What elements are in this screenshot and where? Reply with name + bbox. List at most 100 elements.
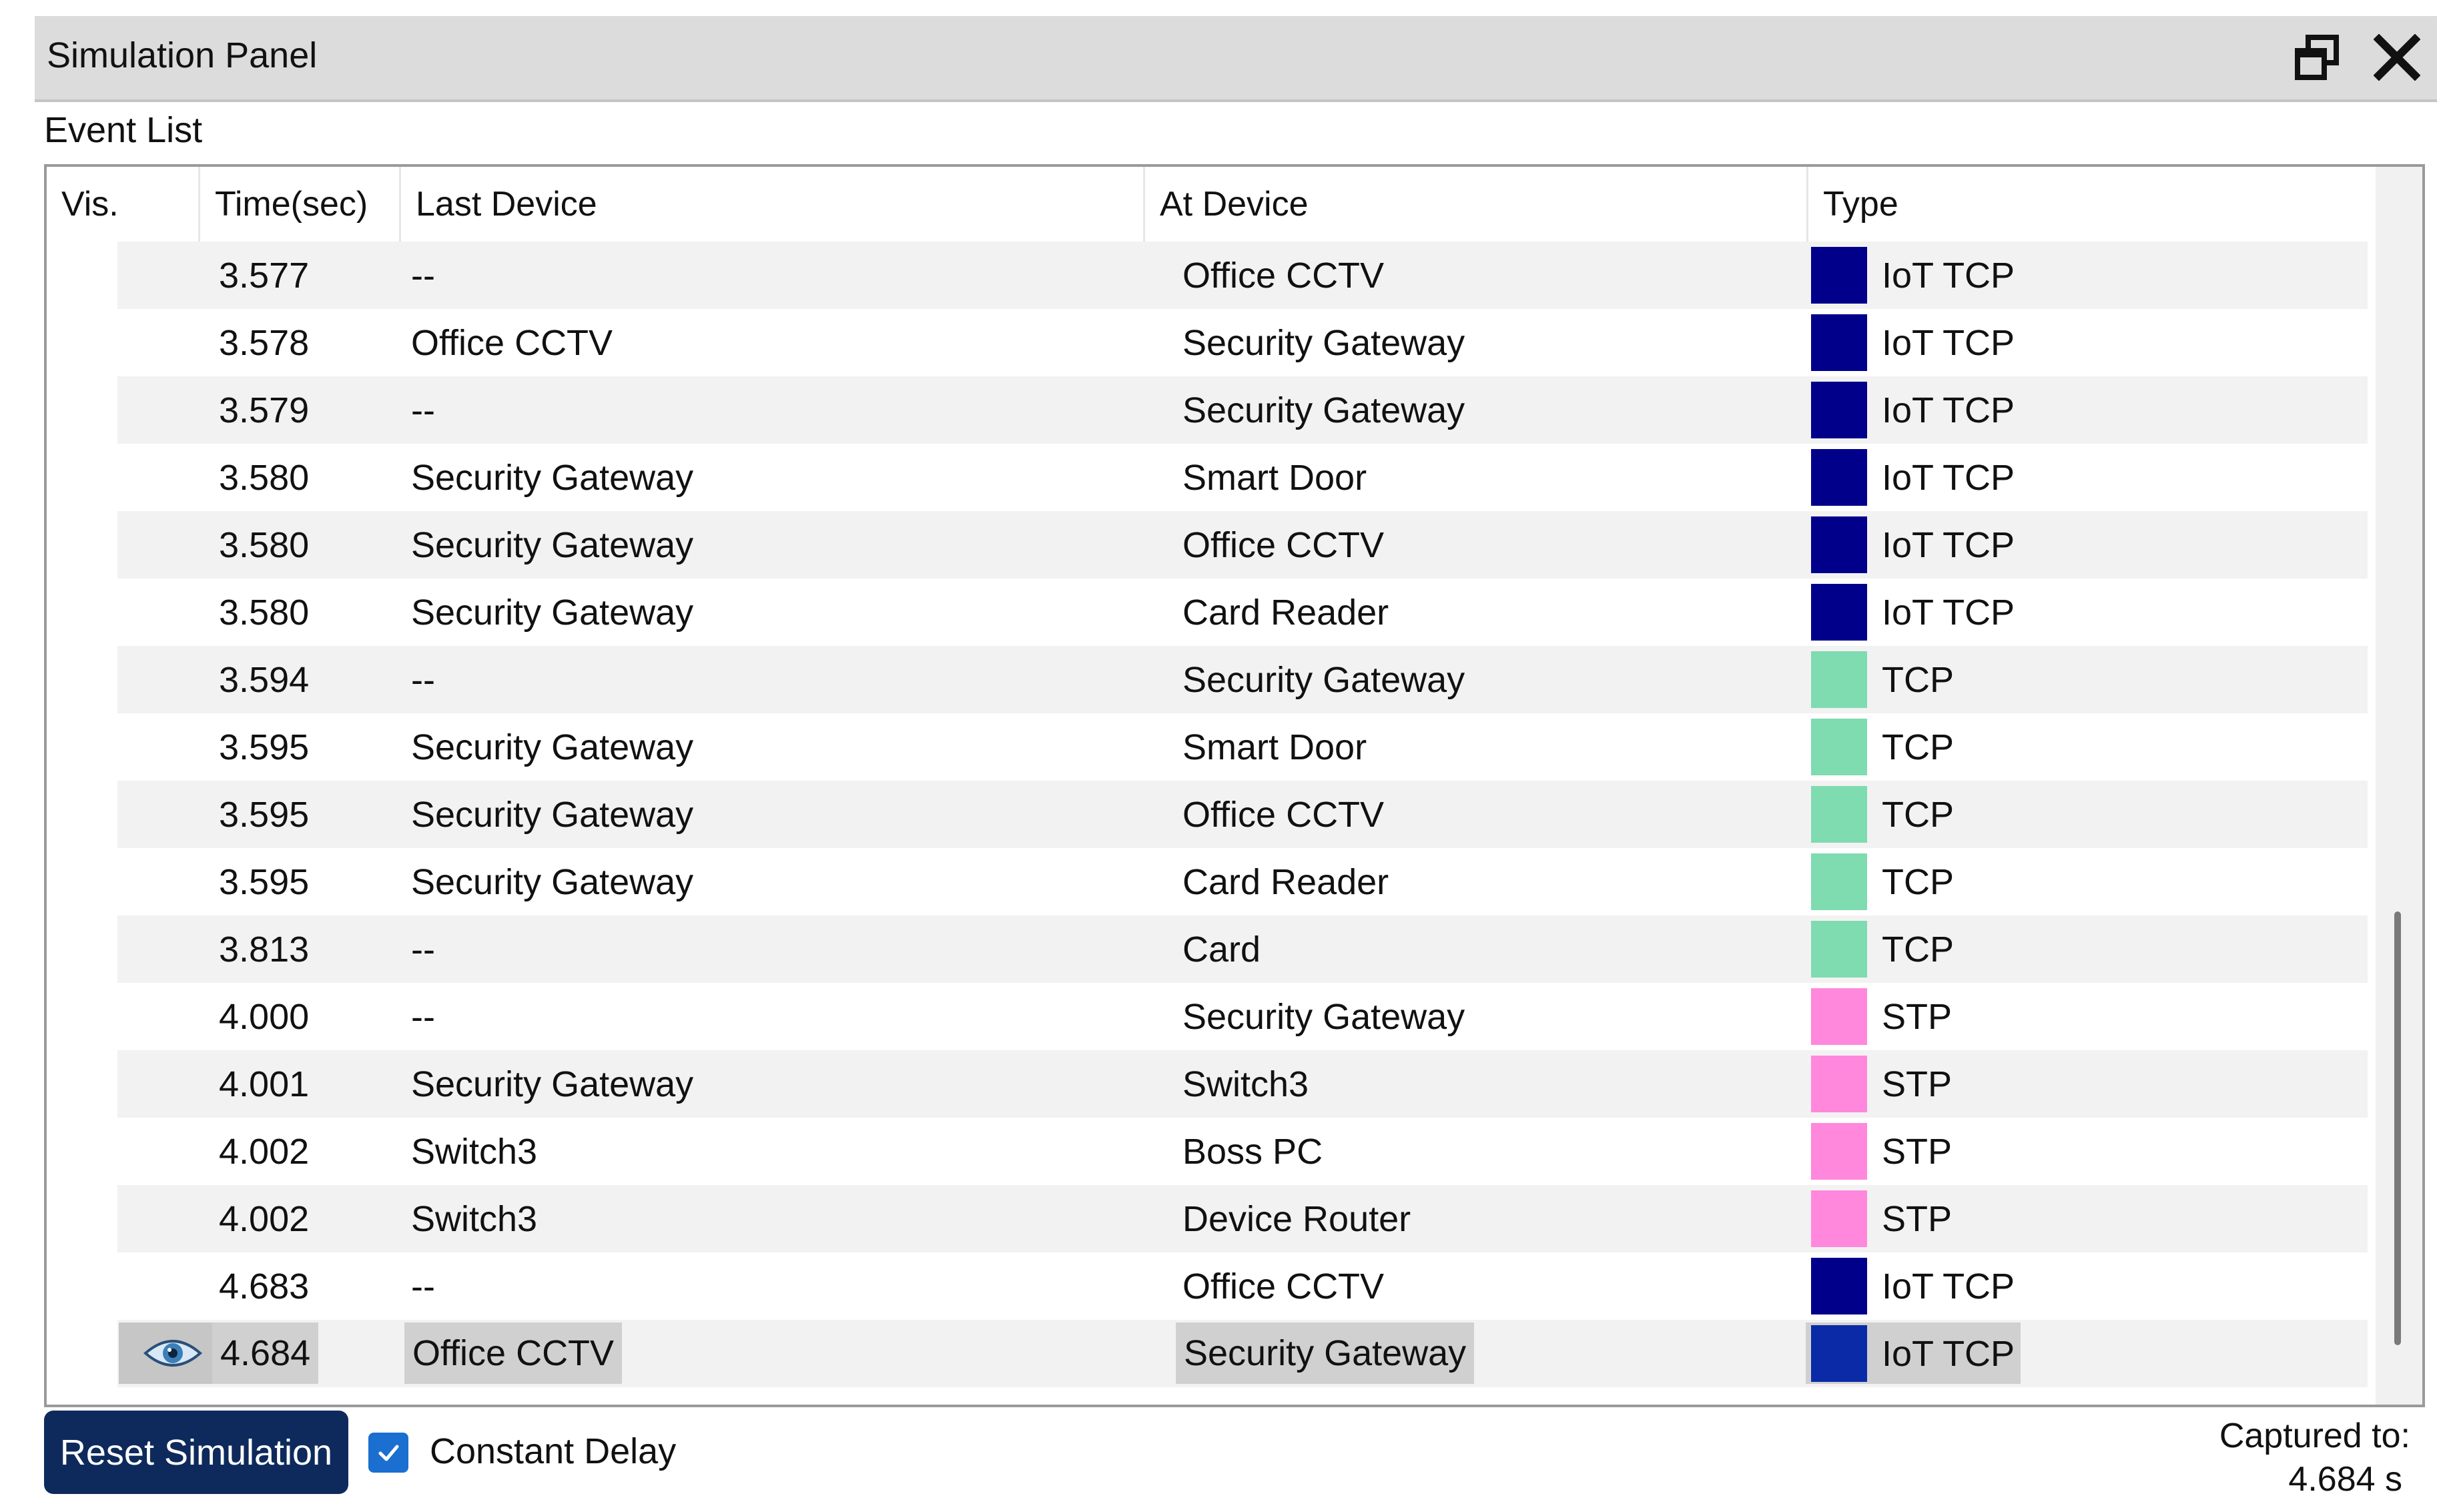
at-device-cell: Security Gateway bbox=[1182, 659, 1465, 700]
row-background bbox=[117, 309, 2368, 376]
scrollbar-thumb[interactable] bbox=[2394, 911, 2401, 1345]
type-color-swatch bbox=[1811, 719, 1867, 775]
time-cell: 3.580 bbox=[219, 457, 310, 498]
at-device-cell: Device Router bbox=[1182, 1198, 1411, 1239]
table-row[interactable]: 4.683 -- Office CCTV IoT TCP bbox=[47, 1252, 2368, 1320]
at-device-cell: Switch3 bbox=[1182, 1064, 1309, 1104]
event-list-table: Vis. Time(sec) Last Device At Device Typ… bbox=[44, 164, 2425, 1407]
table-row[interactable]: 3.595 Security Gateway Smart Door TCP bbox=[47, 713, 2368, 781]
vertical-scrollbar[interactable] bbox=[2376, 167, 2422, 1405]
row-background bbox=[117, 1118, 2368, 1185]
time-cell: 3.595 bbox=[219, 861, 310, 902]
last-device-cell: -- bbox=[411, 929, 435, 970]
captured-to-value: 4.684 s bbox=[2288, 1460, 2402, 1499]
time-cell: 3.595 bbox=[219, 727, 310, 767]
type-cell: TCP bbox=[1882, 659, 1954, 700]
type-color-swatch bbox=[1811, 247, 1867, 304]
reset-simulation-button[interactable]: Reset Simulation bbox=[44, 1411, 348, 1494]
close-icon[interactable] bbox=[2367, 25, 2427, 89]
table-header: Vis. Time(sec) Last Device At Device Typ… bbox=[47, 167, 2368, 242]
time-cell: 4.000 bbox=[219, 996, 310, 1037]
at-device-cell: Office CCTV bbox=[1182, 255, 1385, 296]
type-cell: IoT TCP bbox=[1882, 524, 2015, 565]
table-row[interactable]: 3.577 -- Office CCTV IoT TCP bbox=[47, 242, 2368, 309]
time-cell: 3.594 bbox=[219, 659, 310, 700]
type-cell: IoT TCP bbox=[1882, 390, 2015, 430]
at-device-cell: Card bbox=[1182, 929, 1261, 970]
row-background bbox=[117, 1185, 2368, 1252]
row-background bbox=[117, 1050, 2368, 1118]
time-cell: 3.580 bbox=[219, 592, 310, 633]
row-background bbox=[117, 444, 2368, 511]
eye-icon[interactable] bbox=[119, 1322, 227, 1384]
at-device-cell: Office CCTV bbox=[1182, 794, 1385, 835]
table-row[interactable]: 3.594 -- Security Gateway TCP bbox=[47, 646, 2368, 713]
table-row[interactable]: 3.580 Security Gateway Office CCTV IoT TCP bbox=[47, 511, 2368, 579]
time-cell: 3.577 bbox=[219, 255, 310, 296]
event-list-label: Event List bbox=[44, 110, 203, 150]
type-color-swatch bbox=[1811, 1056, 1867, 1112]
at-device-cell: Office CCTV bbox=[1182, 1266, 1385, 1306]
row-background bbox=[117, 646, 2368, 713]
row-background bbox=[117, 579, 2368, 646]
at-device-cell: Boss PC bbox=[1182, 1131, 1323, 1172]
table-row[interactable]: 3.580 Security Gateway Card Reader IoT TCP bbox=[47, 579, 2368, 646]
table-row[interactable]: 3.595 Security Gateway Card Reader TCP bbox=[47, 848, 2368, 915]
table-row[interactable]: 4.684 Office CCTV Security Gateway IoT TCP bbox=[47, 1320, 2368, 1387]
last-device-cell: Security Gateway bbox=[411, 861, 694, 902]
table-row[interactable]: 3.595 Security Gateway Office CCTV TCP bbox=[47, 781, 2368, 848]
column-header-time[interactable]: Time(sec) bbox=[200, 167, 401, 242]
last-device-cell: Security Gateway bbox=[411, 727, 694, 767]
column-header-last-device[interactable]: Last Device bbox=[401, 167, 1145, 242]
at-device-cell: Security Gateway bbox=[1182, 996, 1465, 1037]
column-header-vis[interactable]: Vis. bbox=[47, 167, 200, 242]
type-color-swatch bbox=[1811, 382, 1867, 438]
type-cell: IoT TCP bbox=[1882, 322, 2015, 363]
constant-delay-checkbox[interactable] bbox=[368, 1433, 408, 1473]
captured-to-label: Captured to: bbox=[2219, 1417, 2410, 1455]
type-color-swatch bbox=[1811, 988, 1867, 1045]
row-background bbox=[117, 376, 2368, 444]
restore-window-icon[interactable] bbox=[2287, 25, 2347, 89]
table-row[interactable]: 4.002 Switch3 Device Router STP bbox=[47, 1185, 2368, 1252]
last-device-cell: -- bbox=[411, 255, 435, 296]
type-cell: STP bbox=[1882, 1198, 1953, 1239]
time-cell: 3.578 bbox=[219, 322, 310, 363]
type-color-swatch bbox=[1811, 1258, 1867, 1314]
constant-delay-label: Constant Delay bbox=[430, 1431, 677, 1471]
column-header-type[interactable]: Type bbox=[1823, 185, 1898, 224]
type-color-swatch bbox=[1811, 921, 1867, 978]
table-row[interactable]: 4.001 Security Gateway Switch3 STP bbox=[47, 1050, 2368, 1118]
table-row[interactable]: 4.002 Switch3 Boss PC STP bbox=[47, 1118, 2368, 1185]
type-color-swatch bbox=[1811, 853, 1867, 910]
simulation-panel: Simulation Panel Event List Vis. Time(se… bbox=[35, 16, 2437, 1499]
type-color-swatch bbox=[1811, 1190, 1867, 1247]
checkmark-icon bbox=[378, 1445, 399, 1461]
type-cell: STP bbox=[1882, 996, 1953, 1037]
last-device-cell: Security Gateway bbox=[411, 457, 694, 498]
time-cell: 4.001 bbox=[219, 1064, 310, 1104]
row-background bbox=[117, 511, 2368, 579]
type-color-swatch bbox=[1811, 786, 1867, 843]
at-device-cell: Smart Door bbox=[1182, 727, 1367, 767]
table-row[interactable]: 3.580 Security Gateway Smart Door IoT TCP bbox=[47, 444, 2368, 511]
row-background bbox=[117, 915, 2368, 983]
last-device-cell: -- bbox=[411, 390, 435, 430]
row-background bbox=[117, 713, 2368, 781]
row-background bbox=[117, 781, 2368, 848]
table-row[interactable]: 3.579 -- Security Gateway IoT TCP bbox=[47, 376, 2368, 444]
time-cell: 4.684 bbox=[212, 1322, 319, 1384]
table-row[interactable]: 4.000 -- Security Gateway STP bbox=[47, 983, 2368, 1050]
at-device-cell: Smart Door bbox=[1182, 457, 1367, 498]
row-background bbox=[117, 983, 2368, 1050]
type-cell: IoT TCP bbox=[1882, 457, 2015, 498]
at-device-cell: Office CCTV bbox=[1182, 524, 1385, 565]
last-device-cell: -- bbox=[411, 996, 435, 1037]
table-row[interactable]: 3.578 Office CCTV Security Gateway IoT TCP bbox=[47, 309, 2368, 376]
last-device-cell: Switch3 bbox=[411, 1131, 538, 1172]
column-header-at-device[interactable]: At Device bbox=[1145, 167, 1808, 242]
table-row[interactable]: 3.813 -- Card TCP bbox=[47, 915, 2368, 983]
type-cell: IoT TCP bbox=[1882, 255, 2015, 296]
time-cell: 4.002 bbox=[219, 1131, 310, 1172]
type-cell: IoT TCP bbox=[1882, 592, 2015, 633]
